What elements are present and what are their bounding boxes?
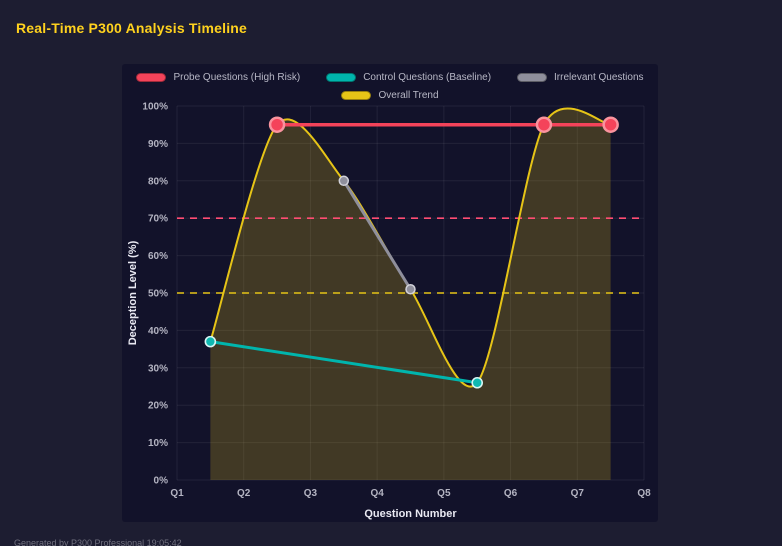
svg-text:40%: 40% [148,326,168,337]
data-point-probe[interactable] [602,116,619,133]
svg-text:100%: 100% [142,102,168,113]
chart-legend-row-1: Probe Questions (High Risk) Control Quest… [122,72,658,83]
svg-text:Q5: Q5 [437,488,451,499]
svg-text:Q3: Q3 [304,488,318,499]
x-axis-title: Question Number [364,508,457,520]
legend-label: Irrelevant Questions [554,72,644,83]
svg-text:Q4: Q4 [370,488,384,499]
series-line-irrelevant[interactable] [342,179,412,291]
legend-swatch [326,73,357,82]
svg-text:10%: 10% [148,438,168,449]
chart-legend-row-2: Overall Trend [122,90,658,101]
data-point-control[interactable] [471,376,484,389]
svg-text:30%: 30% [148,363,168,374]
svg-text:Q1: Q1 [170,488,184,499]
series-line-control[interactable] [208,340,479,385]
svg-text:Q8: Q8 [637,488,651,499]
page-title: Real-Time P300 Analysis Timeline [16,20,248,36]
svg-text:0%: 0% [154,476,169,487]
legend-swatch [136,73,167,82]
p300-timeline-chart[interactable]: 0% 10% 20% 30% 40% 50% 60% 70% 80% 90% 100% Q1 Q2 Q3 Q… [122,64,658,522]
axis-tick-labels: 0% 10% 20% 30% 40% 50% 60% 70% 80% 90% 100% Q1 Q2 Q3 Q… [142,102,651,500]
svg-text:70%: 70% [148,214,168,225]
footer-text: Generated by P300 Professional 19:05:42 [14,538,182,546]
svg-text:60%: 60% [148,251,168,262]
svg-text:Q6: Q6 [504,488,518,499]
legend-label: Overall Trend [378,90,439,101]
legend-item-control[interactable]: Control Questions (Baseline) [326,72,491,83]
svg-text:90%: 90% [148,139,168,150]
legend-label: Probe Questions (High Risk) [173,72,301,83]
legend-item-probe[interactable]: Probe Questions (High Risk) [136,72,300,83]
legend-item-irrelevant[interactable]: Irrelevant Questions [517,72,644,83]
y-axis-title: Deception Level (%) [127,240,139,345]
svg-text:20%: 20% [148,401,168,412]
svg-text:Q2: Q2 [237,488,251,499]
data-point-probe[interactable] [268,116,286,133]
legend-swatch [517,73,548,82]
svg-text:50%: 50% [148,289,168,300]
svg-text:80%: 80% [148,176,168,187]
legend-swatch [341,91,372,100]
svg-text:Q7: Q7 [571,488,585,499]
chart-panel: Probe Questions (High Risk) Control Quest… [122,64,658,522]
legend-item-overall[interactable]: Overall Trend [341,90,439,101]
data-point-control[interactable] [204,335,217,348]
data-point-irrelevant[interactable] [338,175,350,187]
data-point-probe[interactable] [535,116,553,133]
data-point-irrelevant[interactable] [405,284,416,295]
legend-label: Control Questions (Baseline) [363,72,492,83]
